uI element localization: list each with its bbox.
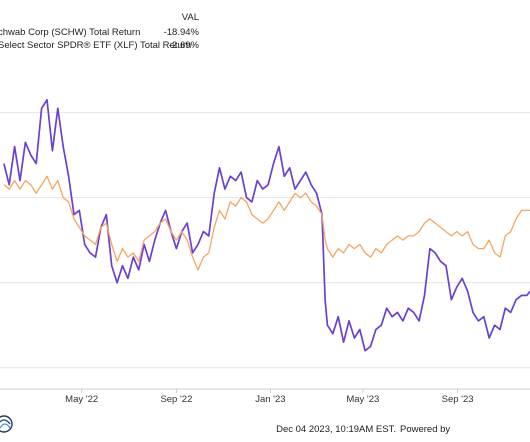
x-tick-label-2: Jan '23	[255, 394, 285, 405]
legend: VAL chwab Corp (SCHW) Total Return -18.9…	[0, 12, 200, 51]
footer-timestamp: Dec 04 2023, 10:19AM EST.	[276, 424, 396, 435]
series-line-xlf	[3, 175, 530, 271]
legend-series-xlf-name: Select Sector SPDR® ETF (XLF) Total Retu…	[0, 40, 191, 51]
footer: Dec 04 2023, 10:19AM EST. Powered by	[276, 424, 450, 435]
x-tick-label-4: Sep '23	[442, 394, 474, 405]
legend-series-schw-value: -18.94%	[164, 27, 200, 38]
grid-lines	[0, 112, 530, 369]
ycharts-logo-icon	[0, 415, 13, 433]
footer-powered-by[interactable]: Powered by	[400, 424, 450, 435]
legend-value-header: VAL	[182, 12, 199, 23]
legend-series-xlf-value: -2.69%	[169, 40, 200, 51]
x-tick-label-3: May '23	[346, 394, 379, 405]
series-line-schw	[3, 98, 530, 352]
x-axis-ticks: May '22 Sep '22 Jan '23 May '23 Sep '23	[65, 389, 474, 405]
x-tick-label-1: Sep '22	[160, 394, 192, 405]
series-layer	[3, 98, 530, 352]
legend-series-schw-name: chwab Corp (SCHW) Total Return	[0, 27, 140, 38]
x-tick-label-0: May '22	[65, 394, 98, 405]
